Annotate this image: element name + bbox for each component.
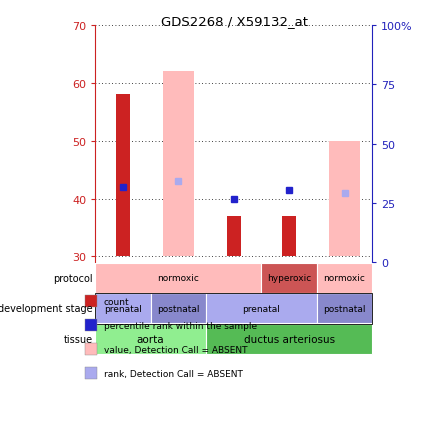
Text: prenatal: prenatal xyxy=(104,304,142,313)
Text: value, Detection Call = ABSENT: value, Detection Call = ABSENT xyxy=(104,345,247,354)
Text: normoxic: normoxic xyxy=(157,274,199,283)
Text: prenatal: prenatal xyxy=(242,304,280,313)
Text: percentile rank within the sample: percentile rank within the sample xyxy=(104,321,257,330)
Polygon shape xyxy=(95,274,106,283)
Text: development stage: development stage xyxy=(0,304,93,313)
Text: rank, Detection Call = ABSENT: rank, Detection Call = ABSENT xyxy=(104,369,242,378)
Polygon shape xyxy=(95,335,106,343)
Bar xyxy=(227,217,241,257)
Text: count: count xyxy=(104,297,129,306)
Text: GDS2268 / X59132_at: GDS2268 / X59132_at xyxy=(161,15,308,28)
Bar xyxy=(163,72,194,257)
Text: protocol: protocol xyxy=(53,273,93,283)
Text: aorta: aorta xyxy=(137,334,165,344)
Text: normoxic: normoxic xyxy=(324,274,365,283)
Text: hyperoxic: hyperoxic xyxy=(267,274,311,283)
Polygon shape xyxy=(95,304,106,313)
Text: postnatal: postnatal xyxy=(323,304,366,313)
Bar xyxy=(282,217,296,257)
Bar xyxy=(329,141,360,257)
Text: postnatal: postnatal xyxy=(157,304,200,313)
Bar xyxy=(116,95,130,257)
Text: ductus arteriosus: ductus arteriosus xyxy=(244,334,335,344)
Text: tissue: tissue xyxy=(64,334,93,344)
